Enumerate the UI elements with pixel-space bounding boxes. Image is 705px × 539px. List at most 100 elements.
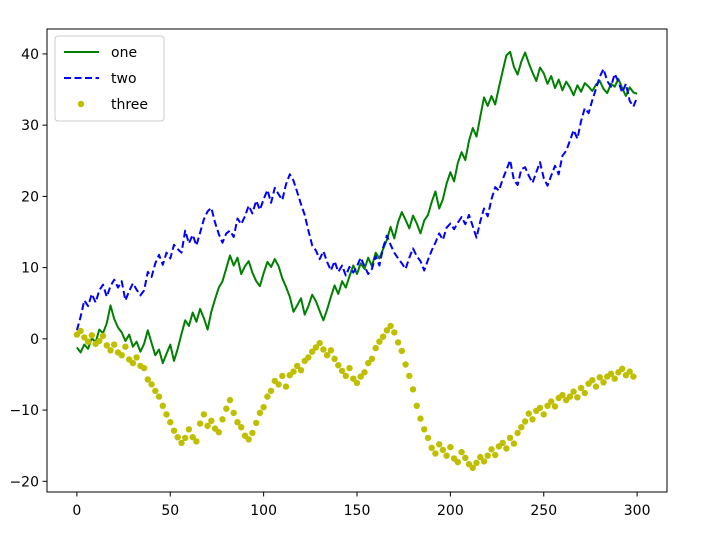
data-point	[245, 436, 252, 443]
data-point	[525, 410, 532, 417]
data-point	[357, 373, 364, 380]
data-point	[391, 329, 398, 336]
data-point	[379, 333, 387, 340]
x-tick-label: 300	[624, 503, 651, 519]
data-point	[462, 454, 469, 461]
data-point	[159, 402, 166, 409]
x-tick-label: 50	[161, 503, 179, 519]
data-point	[376, 338, 383, 345]
data-point	[536, 404, 544, 412]
data-point	[402, 361, 409, 368]
data-point	[559, 391, 566, 399]
data-point	[264, 393, 271, 400]
legend-box	[54, 35, 165, 122]
legend-item-three: three	[77, 97, 148, 113]
data-point	[122, 343, 129, 350]
data-point	[548, 398, 555, 405]
data-point	[279, 372, 286, 380]
y-axis: −20 −10 0 10 20 30 40	[9, 47, 47, 490]
data-point	[342, 372, 349, 380]
data-point	[409, 386, 417, 393]
data-point	[346, 364, 353, 372]
data-point	[394, 339, 402, 346]
data-point	[88, 332, 96, 339]
data-point	[167, 419, 174, 426]
data-point	[111, 341, 118, 348]
legend-label: three	[111, 97, 148, 113]
data-point	[323, 352, 331, 359]
x-axis: 0 50 100 150 200 250 300	[72, 492, 650, 519]
data-point	[182, 434, 189, 442]
data-point	[447, 443, 454, 451]
data-point	[611, 375, 618, 382]
data-point	[84, 338, 92, 345]
data-point	[155, 393, 163, 400]
data-point	[398, 347, 405, 355]
data-point	[417, 415, 424, 422]
data-point	[309, 348, 316, 355]
data-point	[200, 411, 208, 418]
data-point	[458, 448, 465, 456]
legend-item-one: one	[64, 45, 137, 61]
data-point	[596, 374, 603, 381]
data-point	[204, 422, 211, 429]
data-point	[294, 362, 301, 370]
data-point	[305, 354, 312, 361]
y-tick-label: −10	[9, 403, 39, 419]
data-point	[436, 441, 443, 448]
data-point	[383, 327, 391, 334]
data-point	[592, 383, 600, 390]
data-point	[540, 411, 547, 418]
data-point	[372, 344, 379, 352]
data-point	[290, 368, 297, 375]
data-point	[492, 451, 499, 459]
x-tick-label: 0	[72, 503, 81, 519]
data-point	[544, 402, 551, 409]
data-point	[215, 429, 222, 436]
data-point	[626, 368, 633, 375]
data-point	[320, 346, 327, 353]
legend-label: two	[111, 71, 137, 87]
data-point	[454, 458, 461, 466]
legend-item-two: two	[64, 71, 137, 87]
data-point	[144, 376, 151, 383]
data-point	[282, 383, 290, 390]
y-tick-label: 0	[30, 332, 39, 348]
data-point	[566, 393, 574, 400]
data-point	[361, 369, 368, 376]
data-point	[365, 359, 372, 367]
data-point	[140, 364, 148, 372]
data-point	[619, 365, 626, 372]
x-tick-label: 100	[250, 503, 277, 519]
data-point	[238, 424, 245, 431]
data-point	[189, 434, 196, 441]
data-point	[249, 429, 256, 437]
data-point	[297, 367, 305, 374]
data-point	[193, 438, 200, 445]
data-point	[338, 367, 346, 375]
data-point	[107, 347, 114, 354]
data-point	[163, 411, 170, 418]
data-point	[129, 359, 137, 367]
x-tick-label: 150	[344, 503, 371, 519]
series-line-one	[76, 50, 638, 365]
data-point	[413, 402, 420, 409]
data-point	[81, 334, 88, 341]
data-point	[428, 444, 435, 451]
data-point	[518, 424, 525, 431]
data-point	[327, 347, 335, 354]
data-point	[226, 396, 234, 404]
series-line-two	[75, 67, 639, 331]
data-point	[99, 332, 107, 340]
legend-swatch	[77, 100, 85, 108]
data-point	[574, 394, 581, 401]
data-point	[529, 416, 536, 423]
data-point	[103, 342, 111, 349]
data-point	[335, 362, 342, 369]
data-point	[118, 352, 125, 359]
data-point	[499, 439, 506, 447]
x-tick-label: 200	[437, 503, 464, 519]
data-point	[406, 372, 413, 380]
data-point	[256, 409, 264, 417]
